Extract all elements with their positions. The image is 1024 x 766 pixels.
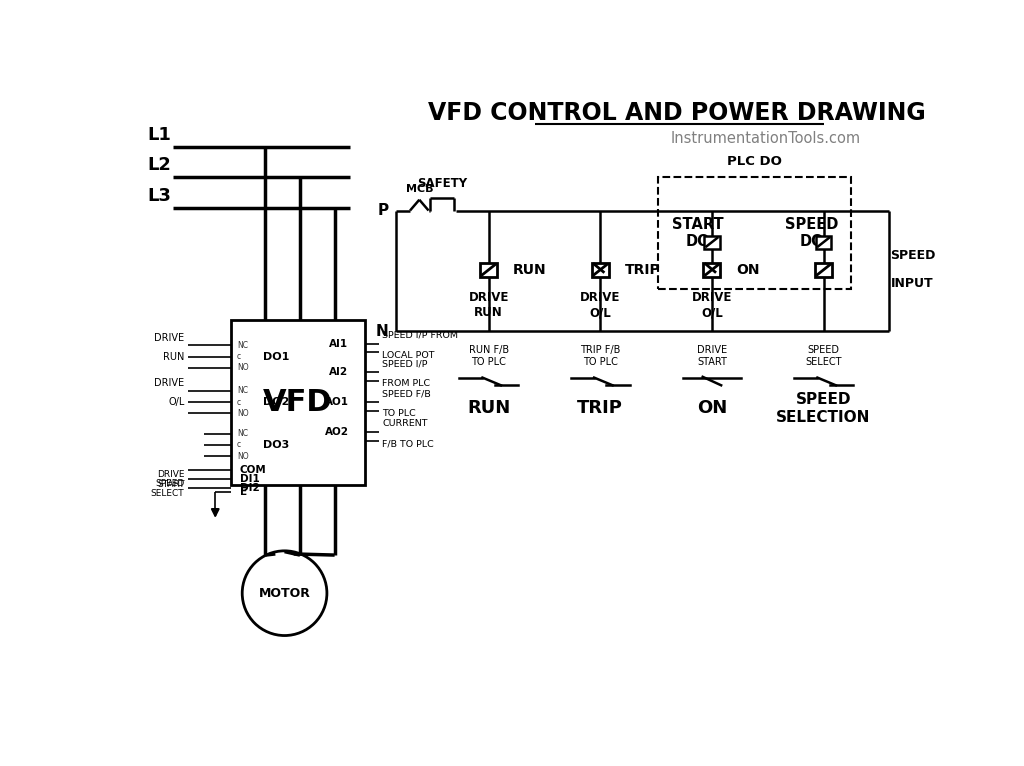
Text: L3: L3 (147, 187, 171, 205)
Text: SPEED I/P FROM: SPEED I/P FROM (382, 331, 459, 340)
Text: AI1: AI1 (330, 339, 348, 349)
Text: SPEED
SELECT: SPEED SELECT (805, 345, 842, 367)
Text: DRIVE: DRIVE (155, 333, 184, 343)
Text: DRIVE
O/L: DRIVE O/L (580, 291, 621, 319)
Text: DO3: DO3 (263, 440, 289, 450)
Text: RUN F/B
TO PLC: RUN F/B TO PLC (469, 345, 509, 367)
Bar (816, 236, 831, 249)
Text: SPEED I/P: SPEED I/P (382, 359, 428, 368)
Text: NC: NC (237, 429, 248, 438)
Text: VFD: VFD (263, 388, 333, 417)
Text: INPUT: INPUT (891, 277, 933, 290)
Text: N: N (376, 324, 388, 339)
Text: VFD CONTROL AND POWER DRAWING: VFD CONTROL AND POWER DRAWING (428, 101, 926, 126)
Text: TRIP: TRIP (578, 399, 624, 417)
Text: DRIVE
START: DRIVE START (157, 470, 184, 489)
Text: START
DO: START DO (672, 217, 724, 250)
Text: P: P (378, 203, 388, 218)
Text: DO1: DO1 (263, 352, 290, 362)
Text: SAFETY: SAFETY (417, 177, 467, 190)
Text: c: c (237, 440, 241, 449)
Text: AI2: AI2 (330, 367, 348, 377)
Text: LOCAL POT: LOCAL POT (382, 351, 435, 360)
Text: SPEED
DO: SPEED DO (785, 217, 839, 250)
Text: SPEED F/B: SPEED F/B (382, 389, 431, 398)
Text: DRIVE
START: DRIVE START (697, 345, 727, 367)
Text: L1: L1 (147, 126, 171, 143)
Text: NC: NC (237, 386, 248, 395)
Text: FROM PLC: FROM PLC (382, 379, 430, 388)
Bar (658, 178, 851, 289)
Text: c: c (237, 352, 241, 362)
Text: TRIP F/B
TO PLC: TRIP F/B TO PLC (580, 345, 621, 367)
Text: DRIVE: DRIVE (155, 378, 184, 388)
Text: NO: NO (237, 408, 249, 417)
Text: RUN: RUN (513, 263, 547, 277)
Text: ON: ON (736, 263, 760, 277)
Text: L2: L2 (147, 156, 171, 175)
Text: NO: NO (237, 452, 249, 460)
Text: AO1: AO1 (325, 398, 348, 408)
Text: AO2: AO2 (325, 427, 348, 437)
Bar (703, 263, 720, 277)
Text: NO: NO (237, 363, 249, 372)
Text: TRIP: TRIP (625, 263, 660, 277)
Text: O/L: O/L (168, 398, 184, 408)
Text: SPEED
SELECTION: SPEED SELECTION (776, 392, 870, 424)
Text: PLC DO: PLC DO (727, 155, 781, 169)
Bar (705, 236, 720, 249)
Text: F/B TO PLC: F/B TO PLC (382, 439, 434, 448)
Text: DI2: DI2 (240, 483, 260, 493)
Bar (592, 263, 608, 277)
Bar (480, 263, 497, 277)
Bar (815, 263, 833, 277)
Text: DO2: DO2 (263, 398, 290, 408)
Text: RUN: RUN (163, 352, 184, 362)
Text: DRIVE
O/L: DRIVE O/L (692, 291, 732, 319)
Text: TO PLC: TO PLC (382, 409, 416, 418)
Text: SPEED
SELECT: SPEED SELECT (151, 479, 184, 498)
Text: CURRENT: CURRENT (382, 420, 428, 428)
Text: SPEED: SPEED (891, 249, 936, 262)
Text: ON: ON (696, 399, 727, 417)
Text: DRIVE
RUN: DRIVE RUN (468, 291, 509, 319)
Text: InstrumentationTools.com: InstrumentationTools.com (671, 132, 861, 146)
Text: RUN: RUN (467, 399, 510, 417)
Text: DI1: DI1 (240, 474, 260, 484)
Text: MCB: MCB (406, 184, 433, 194)
Text: MOTOR: MOTOR (259, 587, 310, 600)
Text: COM: COM (240, 465, 266, 475)
Text: NC: NC (237, 341, 248, 350)
Bar (230, 320, 366, 486)
Text: E: E (240, 486, 247, 496)
Text: c: c (237, 398, 241, 407)
